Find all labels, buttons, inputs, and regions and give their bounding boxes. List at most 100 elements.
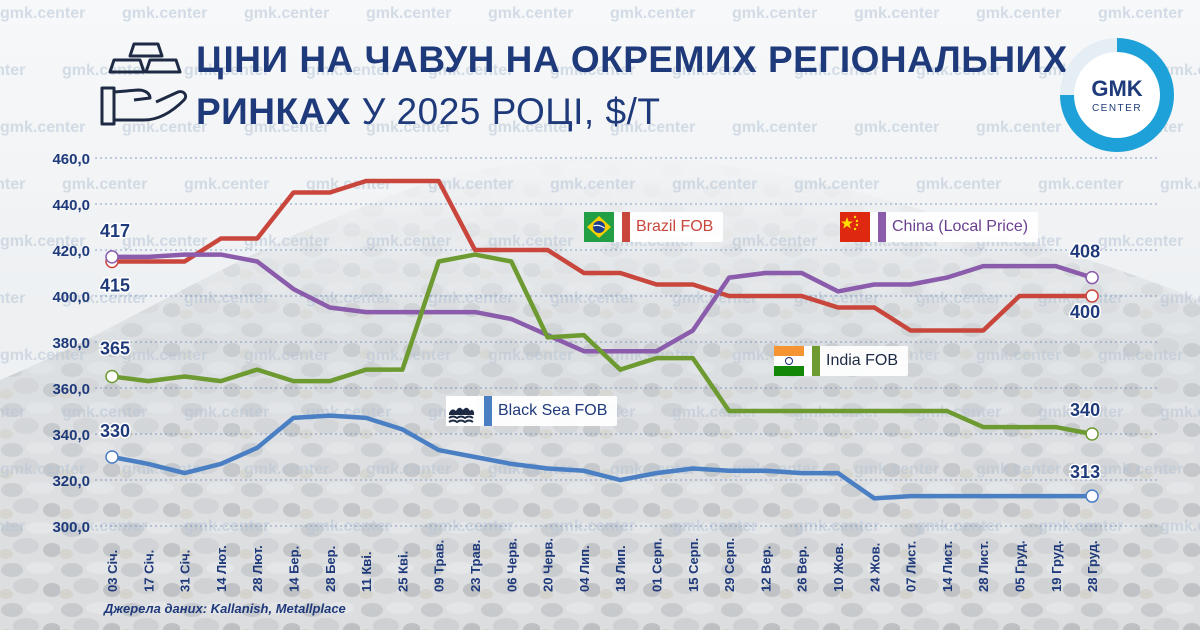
x-tick-label: 28 Бер. [323, 546, 338, 592]
watermark-text: gmk.center [732, 5, 817, 22]
end-value-label: 400 [1070, 302, 1100, 322]
watermark-text: gmk.center [0, 290, 25, 307]
y-tick-label: 420,0 [52, 243, 90, 260]
start-marker [105, 250, 119, 264]
series-line [109, 252, 1095, 354]
y-tick-label: 460,0 [52, 151, 90, 168]
series-lines [105, 178, 1099, 503]
watermark-text: gmk.center [672, 62, 757, 79]
x-tick-label: 14 Лют. [214, 545, 229, 592]
watermark-text: gmk.center [244, 461, 329, 478]
legend-india-label: India FOB [826, 352, 899, 369]
watermark-text: gmk.center [306, 62, 391, 79]
watermark-text: gmk.center [0, 518, 25, 535]
chart-title: ЦІНИ НА ЧАВУН НА ОКРЕМИХ РЕГІОНАЛЬНИХ РИ… [196, 34, 1068, 138]
title-line-2-bold: РИНКАХ [196, 91, 351, 132]
start-value-label: 417 [100, 221, 130, 241]
x-tick-label: 10 Жов. [831, 543, 846, 592]
end-marker [1085, 289, 1099, 303]
watermark-text: gmk.center [550, 62, 635, 79]
title-line-1: ЦІНИ НА ЧАВУН НА ОКРЕМИХ РЕГІОНАЛЬНИХ [196, 39, 1068, 80]
watermark-text: gmk.center [306, 518, 391, 535]
series-line [109, 413, 1095, 501]
watermark-text: gmk.center [854, 461, 939, 478]
end-marker [1085, 270, 1099, 285]
watermark-text: gmk.center [550, 176, 635, 193]
x-tick-label: 20 Черв. [541, 538, 556, 592]
watermark-text: gmk.center [366, 5, 451, 22]
x-tick-label: 12 Вер. [758, 546, 773, 592]
watermark-text: gmk.center [1038, 404, 1123, 421]
watermark-text: gmk.center [62, 404, 147, 421]
watermark-text: gmk.center [62, 62, 147, 79]
watermark-text: gmk.center [550, 518, 635, 535]
x-tick-label: 18 Лип. [613, 545, 628, 592]
x-tick-label: 14 Лист. [940, 541, 955, 592]
watermark-text: gmk.center [794, 176, 879, 193]
x-tick-label: 17 Січ. [141, 550, 156, 592]
watermark-text: gmk.center [976, 5, 1061, 22]
legend-india: India FOB [774, 346, 909, 376]
watermark-text: gmk.center [854, 119, 939, 136]
gold-bars-hand-icon [100, 42, 188, 126]
legend-india-swatch [812, 346, 820, 376]
watermark-text: gmk.center [0, 233, 85, 250]
watermark-text: gmk.center [672, 176, 757, 193]
watermark-text: gmk.center [1098, 347, 1183, 364]
watermark-text: gmk.center [428, 62, 513, 79]
title-line-2-thin: У 2025 РОЦІ, $/Т [361, 91, 661, 132]
y-tick-label: 380,0 [52, 335, 90, 352]
x-tick-label: 28 Лист. [976, 541, 991, 592]
legend-brazil-label: Brazil FOB [636, 218, 714, 235]
start-value-label: 415 [100, 276, 130, 296]
watermark-text: gmk.center [366, 461, 451, 478]
start-value-label: 330 [100, 421, 130, 441]
watermark-text: gmk.center [122, 233, 207, 250]
y-tick-label: 440,0 [52, 197, 90, 214]
watermark-text: gmk.center [428, 176, 513, 193]
legend-brazil: Brazil FOB [584, 212, 724, 242]
x-tick-label: 23 Трав. [468, 540, 483, 592]
watermark-text: gmk.center [244, 119, 329, 136]
watermark-text: gmk.center [732, 119, 817, 136]
watermark-text: gmk.center [1098, 233, 1183, 250]
start-value-label: 365 [100, 339, 130, 359]
watermark-text: gmk.center [244, 233, 329, 250]
china-flag-icon [840, 212, 870, 242]
watermark-text: gmk.center [0, 176, 25, 193]
start-marker [105, 369, 119, 384]
watermark-text: gmk.center [62, 176, 147, 193]
data-source-note: Джерела даних: Kallanish, Metallplace [104, 601, 346, 616]
watermark-text: gmk.center [0, 461, 85, 478]
watermark-text: gmk.center [488, 233, 573, 250]
x-tick-label: 19 Груд. [1049, 541, 1064, 593]
series-line [109, 178, 1095, 333]
watermark-text: gmk.center [0, 404, 25, 421]
watermark-text: gmk.center [794, 62, 879, 79]
start-marker [105, 450, 119, 464]
watermark-text: gmk.center [122, 119, 207, 136]
legend-china: China (Local Price) [840, 212, 1039, 242]
watermark-text: gmk.center [62, 518, 147, 535]
legend-brazil-swatch [622, 212, 630, 242]
x-tick-label: 28 Лют. [250, 545, 265, 592]
series-line [109, 252, 1095, 437]
watermark-text: gmk.center [244, 5, 329, 22]
sea-waves-icon [446, 396, 476, 426]
watermark-text: gmk.center [976, 119, 1061, 136]
watermark-text: gmk.center [976, 347, 1061, 364]
x-tick-label: 14 Бер. [287, 546, 302, 592]
watermark-text: gmk.center [184, 176, 269, 193]
y-axis-ticks: 300,0 320,0 340,0 360,0 380,0 400,0 420,0 440,0… [52, 151, 90, 536]
logo-center-text: CENTER [1092, 103, 1142, 114]
watermark-text: gmk.center [488, 347, 573, 364]
end-value-label: 340 [1070, 400, 1100, 420]
x-tick-label: 31 Січ. [178, 550, 193, 592]
watermark-text: gmk.center [672, 404, 757, 421]
watermark-text: gmk.center [1160, 518, 1200, 535]
watermark-text: gmk.center [122, 347, 207, 364]
x-tick-label: 09 Трав. [432, 540, 447, 592]
x-axis-ticks: 03 Січ. 17 Січ. 31 Січ. 14 Лют. 28 Лют. 14 Бе… [105, 538, 1100, 592]
x-tick-label: 28 Груд. [1085, 541, 1100, 593]
x-tick-label: 11 Кві. [359, 551, 374, 592]
